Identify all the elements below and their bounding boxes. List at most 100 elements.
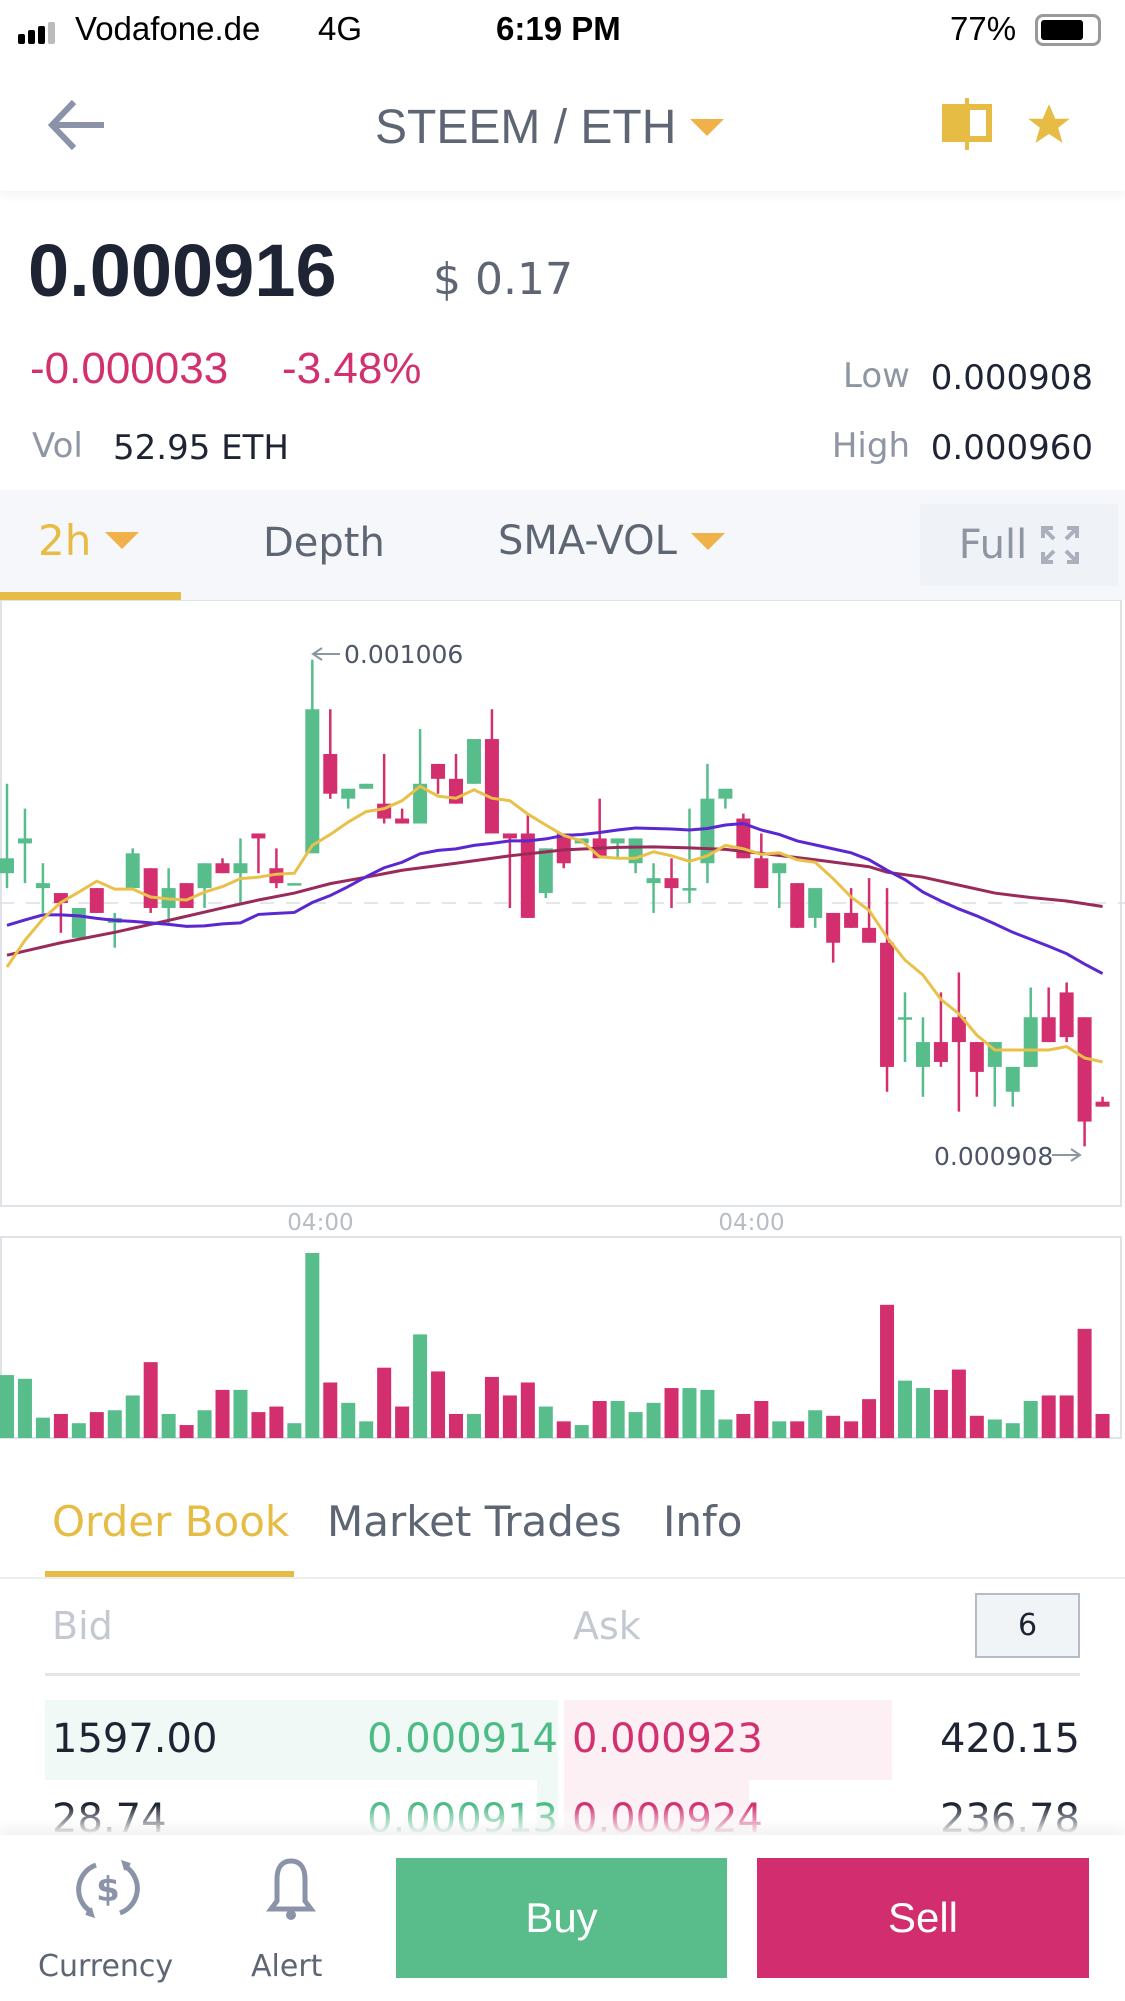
- candle-body: [449, 778, 463, 804]
- candle-body: [646, 878, 661, 884]
- candle-body: [287, 883, 302, 886]
- usd-price: $ 0.17: [433, 254, 573, 305]
- network: 4G: [318, 10, 363, 47]
- x-tick-label: 04:00: [287, 1210, 354, 1236]
- order-book-row[interactable]: 1597.00 0.000914 0.000923 420.15: [0, 1700, 1125, 1780]
- precision-selector[interactable]: 6: [975, 1593, 1080, 1658]
- volume-bar: [35, 1417, 50, 1438]
- currency-exchange-icon: $: [76, 1859, 140, 1919]
- candle-body: [754, 858, 769, 889]
- buy-button[interactable]: Buy: [396, 1858, 727, 1978]
- candle-body: [125, 853, 140, 889]
- candlestick-icon[interactable]: [940, 96, 996, 152]
- alert-button[interactable]: Alert: [235, 1857, 345, 1987]
- volume-bar: [197, 1410, 212, 1438]
- volume-bar: [628, 1412, 643, 1438]
- volume-bar: [844, 1421, 859, 1438]
- pair-selector[interactable]: STEEM / ETH: [375, 92, 725, 162]
- candle-body: [520, 833, 535, 918]
- volume-bar: [251, 1412, 266, 1438]
- candle-body: [933, 1042, 948, 1062]
- volume-bar: [1059, 1395, 1074, 1438]
- volume-bar: [1041, 1395, 1056, 1438]
- sell-button[interactable]: Sell: [757, 1858, 1089, 1978]
- candle-body: [610, 838, 625, 844]
- candle-body: [323, 753, 338, 794]
- indicator-selector[interactable]: SMA-VOL: [498, 518, 725, 564]
- status-bar: Vodafone.de 4G 6:19 PM 77%: [0, 0, 1125, 64]
- fullscreen-button[interactable]: Full: [920, 504, 1118, 586]
- min-arrow-icon: [1052, 1148, 1082, 1162]
- divider: [0, 1577, 1125, 1579]
- candle-body: [17, 838, 32, 844]
- volume-bar: [772, 1421, 787, 1438]
- candle-body: [538, 848, 553, 894]
- high-label: High: [831, 426, 910, 466]
- back-arrow-icon[interactable]: [46, 94, 108, 156]
- chevron-down-icon: [690, 118, 725, 136]
- candle-body: [969, 1042, 984, 1072]
- tab-order-book[interactable]: Order Book: [52, 1497, 290, 1546]
- currency-label: Currency: [38, 1949, 174, 1984]
- volume-bar: [556, 1421, 571, 1438]
- volume-bar: [431, 1371, 446, 1438]
- currency-button[interactable]: $ Currency: [28, 1857, 188, 1987]
- volume-bar: [808, 1410, 823, 1438]
- candle-body: [179, 883, 194, 908]
- ask-header: Ask: [573, 1604, 641, 1648]
- volume-bar: [969, 1415, 984, 1438]
- candle-body: [880, 942, 895, 1067]
- chevron-down-icon: [690, 532, 725, 550]
- interval-tab-underline: [0, 592, 181, 600]
- nav-bar: STEEM / ETH: [0, 64, 1125, 191]
- candle-body: [826, 912, 841, 943]
- volume-bar: [951, 1369, 966, 1438]
- candle-body: [772, 863, 787, 874]
- candle-body: [215, 863, 230, 874]
- price-chart[interactable]: [0, 600, 1125, 1445]
- candle-body: [466, 739, 481, 784]
- ma-mid-line: [6, 822, 1104, 975]
- max-price-label: 0.001006: [344, 640, 464, 669]
- volume-bar: [125, 1395, 140, 1438]
- volume-bar: [17, 1378, 32, 1438]
- pair-title: STEEM / ETH: [375, 100, 677, 154]
- bid-quantity: 1597.00: [52, 1716, 218, 1762]
- volume-bar: [484, 1376, 499, 1438]
- ask-quantity: 420.15: [940, 1716, 1080, 1762]
- candle-body: [197, 863, 212, 889]
- volume-bar: [377, 1367, 392, 1438]
- interval-selector[interactable]: 2h: [38, 516, 140, 565]
- expand-icon: [1041, 526, 1080, 564]
- volume-bar: [880, 1304, 895, 1438]
- volume-bar: [466, 1413, 481, 1438]
- tab-depth[interactable]: Depth: [263, 520, 385, 566]
- volume-bar: [359, 1421, 374, 1438]
- tab-market-trades[interactable]: Market Trades: [327, 1497, 622, 1546]
- order-book-tab-underline: [45, 1571, 294, 1577]
- indicator-label: SMA-VOL: [498, 518, 677, 564]
- volume-bar: [898, 1380, 912, 1438]
- tab-info[interactable]: Info: [663, 1497, 743, 1546]
- volume-bar: [682, 1388, 697, 1438]
- low-label: Low: [843, 356, 910, 396]
- volume-bar: [71, 1423, 86, 1438]
- volume-bar: [53, 1413, 68, 1438]
- candle-body: [718, 788, 733, 799]
- volume-bar: [933, 1389, 948, 1438]
- star-icon[interactable]: [1024, 100, 1074, 150]
- alert-label: Alert: [251, 1949, 323, 1984]
- bid-price: 0.000914: [367, 1716, 558, 1762]
- volume-bar: [233, 1389, 248, 1438]
- volume-bar: [520, 1382, 535, 1438]
- candle-body: [951, 1017, 966, 1043]
- volume-bar: [1077, 1328, 1092, 1438]
- volume-bar: [413, 1334, 428, 1438]
- candle-body: [143, 868, 158, 908]
- chevron-down-icon: [105, 532, 140, 549]
- min-price-label: 0.000908: [934, 1142, 1054, 1171]
- candle-body: [484, 739, 499, 834]
- volume-bar: [179, 1425, 194, 1438]
- volume-bar: [341, 1402, 356, 1438]
- max-arrow-icon: [311, 647, 340, 661]
